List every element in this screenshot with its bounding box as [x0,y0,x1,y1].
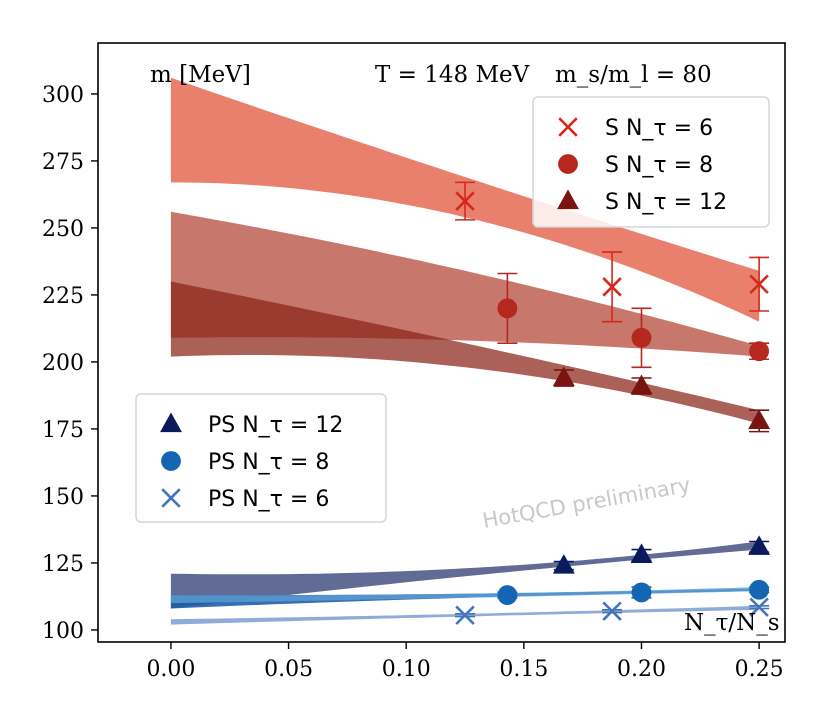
marker-3-2 [748,535,771,555]
marker-5-0-stroke-b [455,605,475,625]
legend-upper: S N_τ = 6 S N_τ = 8 S N_τ = 12 [532,96,770,228]
y-tick-label-6: 250 [42,217,84,242]
data-markers [455,191,771,625]
y-tick-label-3: 175 [42,418,84,443]
x-tick-label-4: 0.20 [617,657,666,682]
legend-upper-label-1: S N_τ = 8 [605,153,713,178]
x-axis-label: N_τ/N_s [684,610,780,636]
legend-lower: PS N_τ = 12 PS N_τ = 8 PS N_τ = 6 [135,393,387,523]
band-2 [170,281,760,424]
y-axis: 100 125 150 175 200 225 250 275 300 [42,83,98,644]
marker-5-1 [602,601,622,621]
marker-2-1 [630,374,653,395]
y-tick-label-8: 300 [42,83,84,108]
band-3 [170,541,760,609]
legend-lower-marker-1 [161,451,181,471]
y-tick-label-2: 150 [42,485,84,510]
marker-2-2 [748,409,771,429]
x-tick-label-5: 0.25 [735,657,784,682]
marker-4-0 [497,585,518,606]
legend-upper-marker-2 [557,189,579,210]
legend-lower-marker-2-stroke-b [161,488,181,508]
marker-0-2 [749,274,769,294]
y-axis-label: m [MeV] [150,62,251,88]
watermark: HotQCD preliminary [481,473,693,533]
marker-4-1 [631,582,652,603]
y-tick-label-7: 275 [42,150,84,175]
legend-upper-label-2: S N_τ = 12 [605,190,727,215]
x-tick-label-3: 0.15 [499,657,548,682]
y-tick-label-1: 125 [42,552,84,577]
marker-3-1 [630,543,653,563]
x-axis: 0.00 0.05 0.10 0.15 0.20 0.25 [146,642,784,682]
y-tick-label-4: 200 [42,351,84,376]
x-tick-label-1: 0.05 [264,657,313,682]
marker-4-2 [749,579,770,600]
legend-upper-marker-0 [558,117,578,137]
marker-2-0 [552,366,575,387]
legend-lower-label-1: PS N_τ = 8 [208,450,329,475]
marker-0-1 [602,277,622,297]
marker-5-0 [455,605,475,625]
x-tick-label-0: 0.00 [146,657,195,682]
x-tick-label-2: 0.10 [382,657,431,682]
plot-frame [97,42,786,643]
band-5 [170,587,760,604]
legend-lower-marker-2 [161,488,181,508]
marker-5-2-stroke-b [749,597,769,617]
y-tick-label-0: 100 [42,619,84,644]
marker-0-1-stroke-b [602,277,622,297]
marker-1-1 [631,327,652,348]
legend-upper-box [532,96,770,228]
legend-lower-box [135,393,387,523]
legend-lower-label-2: PS N_τ = 6 [208,487,329,512]
legend-lower-label-0: PS N_τ = 12 [208,413,343,438]
marker-0-2-stroke-b [749,274,769,294]
marker-1-0 [497,298,518,319]
marker-0-0-stroke-b [455,191,475,211]
marker-5-1-stroke-b [602,601,622,621]
temperature-annotation: T = 148 MeV [375,62,530,88]
mass-ratio-annotation: m_s/m_l = 80 [555,62,712,88]
y-tick-label-5: 225 [42,284,84,309]
legend-lower-marker-0 [160,412,182,433]
marker-5-2 [749,597,769,617]
marker-1-2 [749,341,770,362]
legend-upper-marker-0-stroke-b [558,117,578,137]
legend-upper-marker-1 [558,154,578,174]
marker-3-0 [552,554,575,574]
marker-0-0 [455,191,475,211]
legend-upper-label-0: S N_τ = 6 [605,116,713,141]
